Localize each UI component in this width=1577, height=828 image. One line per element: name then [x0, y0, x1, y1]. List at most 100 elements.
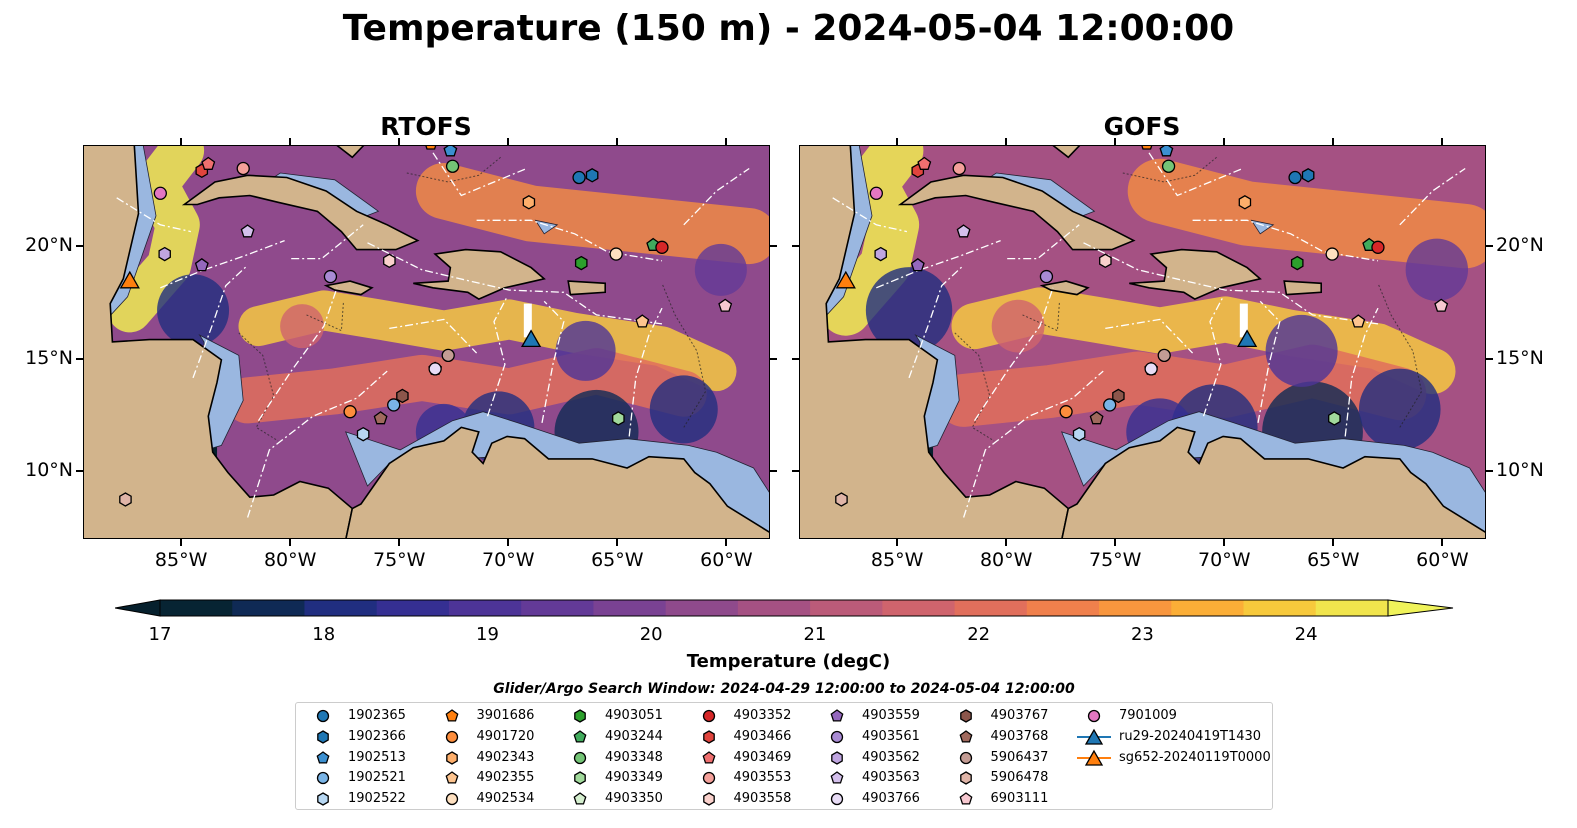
gofs-float-marker-4903768: [1089, 411, 1104, 425]
x-tick-label: 65°W: [1307, 549, 1360, 571]
legend-hexagon-icon: [959, 771, 972, 786]
legend-label: 4903561: [862, 728, 920, 744]
colorbar-segment: [737, 600, 811, 616]
x-tick-mark: [507, 539, 510, 546]
legend-label: 4903562: [862, 749, 920, 765]
gofs-eez-boundary: [1007, 224, 1080, 260]
rtofs-jamaica-land: [323, 280, 374, 296]
legend-circle-icon: [702, 772, 715, 785]
legend-circle-icon: [959, 751, 972, 764]
colorbar-tick-label: 23: [1130, 624, 1154, 645]
legend-label: 4903348: [605, 749, 663, 765]
legend-label: 4903766: [862, 791, 920, 807]
gofs-float-marker-1902365: [1288, 170, 1302, 185]
gofs-temperature-band: [951, 287, 1456, 395]
rtofs-eez-boundary: [116, 197, 192, 233]
legend-label: 1902513: [348, 749, 406, 765]
rtofs-float-marker-4903767: [396, 388, 409, 404]
gofs-float-marker-4903563: [956, 224, 971, 238]
legend-circle-icon: [1087, 709, 1101, 723]
gofs-south-america-land: [1061, 426, 1485, 538]
rtofs-eez-boundary: [257, 287, 338, 422]
gofs-map: [800, 146, 1485, 538]
legend-circle-icon: [316, 709, 330, 723]
rtofs-eez-boundary: [628, 307, 663, 437]
rtofs-eez-boundary: [541, 300, 565, 424]
gofs-float-marker-5906437: [1157, 348, 1171, 363]
rtofs-eddy: [649, 375, 718, 444]
legend-circle-icon: [316, 772, 330, 785]
gofs-eez-boundary: [1192, 219, 1379, 262]
rtofs-float-marker-4903768: [373, 411, 388, 425]
gofs-eez-boundary: [876, 239, 1001, 289]
x-tick-label: 75°W: [1089, 549, 1142, 571]
x-tick-label: 60°W: [1416, 549, 1469, 571]
x-tick-mark-top: [725, 138, 728, 145]
rtofs-depth-contour: [306, 301, 344, 332]
gofs-central-america-land: [800, 146, 1070, 538]
legend-pentagon-icon: [573, 729, 587, 743]
gofs-float-marker-4903349: [1328, 411, 1341, 426]
rtofs-float-marker-sg652-20240119T0000: [119, 270, 140, 289]
legend-circle-icon: [702, 709, 715, 723]
legend-hexagon-icon: [702, 730, 715, 744]
legend-pentagon-icon: [573, 729, 587, 743]
colorbar-tick-label: 24: [1294, 624, 1318, 645]
x-tick-mark-top: [180, 138, 183, 145]
legend-pentagon-icon: [830, 771, 844, 784]
colorbar-segment: [954, 600, 1028, 616]
legend-label: 4903469: [733, 749, 792, 765]
legend-label: 4903559: [862, 708, 920, 723]
gofs-eddy: [1265, 314, 1338, 387]
y-tick-mark: [1486, 245, 1493, 248]
legend-triangle-line-icon: [1077, 749, 1111, 766]
gofs-puerto-rico-land: [1283, 280, 1323, 296]
gofs-float-marker-4903469: [917, 156, 932, 170]
gofs-temperature-band: [1127, 158, 1485, 269]
colorbar-segment: [1026, 600, 1100, 616]
x-tick-mark-top: [398, 138, 401, 145]
legend-triangle-line-icon: [1077, 728, 1111, 745]
gofs-float-marker-5906478: [835, 492, 848, 507]
rtofs-float-marker-1902521: [387, 398, 401, 412]
legend-label: 5906437: [990, 749, 1049, 765]
legend-circle-icon: [959, 751, 972, 764]
legend-label: 1902522: [348, 791, 406, 807]
y-tick-mark: [76, 357, 83, 360]
colorbar-outline: [159, 599, 1389, 617]
y-tick-label: 10°N: [25, 459, 73, 482]
rtofs-float-marker-4903558: [383, 253, 396, 269]
rtofs-float-marker-4903352: [655, 240, 669, 254]
gofs-float-marker-sg652-20240119T0000: [835, 270, 856, 289]
rtofs-map: [84, 146, 769, 538]
legend-circle-icon: [445, 730, 458, 743]
x-tick-label: 70°W: [1198, 549, 1251, 571]
rtofs-float-marker-ru29-20240419T1430: [520, 329, 542, 348]
gofs-float-marker-4902534: [1325, 247, 1339, 261]
legend-pentagon-icon: [959, 729, 972, 743]
gofs-eez-boundary: [1257, 300, 1281, 424]
rtofs-float-marker-4901720: [343, 405, 357, 419]
rtofs-float-marker-4903559: [194, 257, 209, 272]
gofs-float-marker-4903767: [1112, 388, 1125, 404]
legend-circle-icon: [316, 772, 330, 785]
legend-hexagon-icon: [702, 730, 715, 744]
rtofs-eez-boundary: [367, 242, 663, 325]
legend-circle-icon: [702, 772, 715, 785]
x-tick-mark: [289, 539, 292, 546]
rtofs-float-marker-5906437: [441, 348, 455, 363]
y-tick-label: 15°N: [25, 346, 73, 369]
y-tick-label: 20°N: [25, 234, 73, 257]
legend-pentagon-icon: [959, 729, 972, 743]
legend-hexagon-icon: [702, 792, 715, 806]
legend-circle-icon: [445, 793, 458, 806]
legend: 1902365 1902366 1902513 1902521 1902522 39016…: [295, 702, 1273, 810]
colorbar-segment: [810, 600, 883, 616]
legend-circle-icon: [830, 793, 844, 806]
gofs-depth-contour: [1022, 301, 1060, 332]
colorbar-segment: [521, 600, 594, 616]
legend-label: 4903768: [990, 728, 1049, 744]
gofs-map-panel: [799, 145, 1486, 539]
legend-pentagon-icon: [445, 771, 458, 784]
x-tick-mark-top: [616, 138, 619, 145]
